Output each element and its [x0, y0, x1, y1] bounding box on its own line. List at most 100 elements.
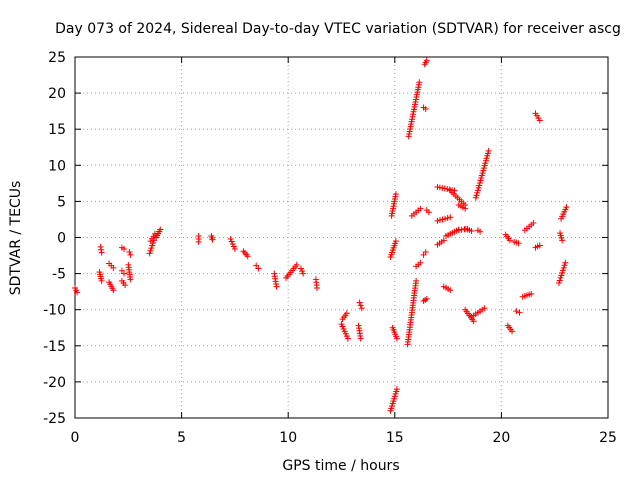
data-point — [121, 246, 128, 253]
data-point — [556, 277, 563, 284]
data-point — [392, 191, 399, 198]
data-point — [356, 299, 363, 306]
y-tick-label: 15 — [48, 122, 66, 138]
data-point — [74, 289, 81, 296]
data-point — [516, 309, 523, 316]
data-point — [515, 240, 522, 247]
data-point — [436, 217, 443, 224]
y-tick-label: -10 — [43, 303, 66, 319]
data-point — [513, 308, 520, 315]
data-point — [557, 274, 564, 281]
y-tick-label: 0 — [57, 231, 66, 247]
data-point — [509, 328, 516, 335]
data-points — [72, 57, 570, 414]
data-point — [423, 295, 430, 302]
data-point — [440, 237, 447, 244]
data-point — [528, 290, 535, 297]
y-tick-label: -5 — [52, 267, 66, 283]
data-point — [300, 270, 307, 277]
data-point — [416, 79, 423, 86]
x-tick-label: 20 — [492, 430, 510, 446]
y-tick-label: -25 — [43, 411, 66, 427]
data-point — [273, 283, 280, 290]
data-point — [293, 261, 300, 268]
data-point — [530, 220, 537, 227]
data-point — [470, 318, 477, 325]
data-point — [98, 246, 105, 253]
data-point — [227, 235, 234, 242]
data-point — [97, 243, 104, 250]
data-point — [481, 305, 488, 312]
y-axis: -25 -20 -15 -10 -5 0 5 10 15 20 25 — [43, 50, 608, 427]
data-point — [121, 270, 128, 277]
x-axis: 0 5 10 15 20 25 — [71, 57, 617, 446]
data-point — [444, 215, 451, 222]
y-tick-label: 5 — [57, 194, 66, 210]
data-point — [157, 226, 164, 233]
data-point — [392, 238, 399, 245]
x-tick-label: 0 — [71, 430, 80, 446]
data-point — [313, 285, 320, 292]
data-point — [447, 214, 454, 221]
x-tick-label: 10 — [279, 430, 297, 446]
y-tick-label: 20 — [48, 86, 66, 102]
x-axis-label: GPS time / hours — [282, 458, 399, 474]
data-point — [110, 287, 117, 294]
y-tick-label: 10 — [48, 158, 66, 174]
data-point — [422, 105, 429, 112]
data-point — [230, 243, 237, 250]
data-point — [149, 242, 156, 249]
data-point — [536, 117, 543, 124]
data-point — [344, 335, 351, 342]
data-point — [422, 248, 429, 255]
data-point — [393, 335, 400, 342]
data-point — [255, 265, 262, 272]
data-point — [468, 228, 475, 235]
data-point — [195, 238, 202, 245]
data-point — [297, 265, 304, 272]
chart-title: Day 073 of 2024, Sidereal Day-to-day VTE… — [55, 21, 621, 37]
data-point — [563, 204, 570, 211]
data-point — [228, 238, 235, 245]
data-point — [146, 250, 153, 257]
data-point — [559, 267, 566, 274]
y-axis-label: SDTVAR / TECUs — [8, 181, 24, 296]
data-point — [447, 287, 454, 294]
grid-lines — [75, 57, 608, 418]
data-point — [555, 279, 562, 286]
data-point — [559, 269, 566, 276]
x-tick-label: 5 — [177, 430, 186, 446]
data-point — [422, 296, 429, 303]
data-point — [127, 251, 134, 258]
data-point — [244, 253, 251, 260]
data-point — [425, 209, 432, 216]
data-point — [434, 217, 441, 224]
data-point — [126, 248, 133, 255]
data-point — [231, 246, 238, 253]
data-point — [562, 259, 569, 266]
data-point — [560, 264, 567, 271]
data-point — [357, 302, 364, 309]
data-point — [506, 237, 513, 244]
data-point — [485, 147, 492, 154]
data-point — [122, 282, 129, 289]
data-point — [357, 335, 364, 342]
data-point — [98, 249, 105, 256]
y-tick-label: 25 — [48, 50, 66, 66]
data-point — [442, 215, 449, 222]
data-point — [417, 259, 424, 266]
x-tick-label: 15 — [386, 430, 404, 446]
data-point — [536, 242, 543, 249]
data-point — [439, 216, 446, 223]
data-point — [561, 262, 568, 269]
data-point — [477, 228, 484, 235]
data-point — [358, 305, 365, 312]
y-tick-label: -20 — [43, 375, 66, 391]
data-point — [462, 205, 469, 212]
data-point — [127, 276, 134, 283]
data-point — [343, 310, 350, 317]
x-tick-label: 25 — [599, 430, 617, 446]
data-point — [209, 236, 216, 243]
data-point — [558, 272, 565, 279]
